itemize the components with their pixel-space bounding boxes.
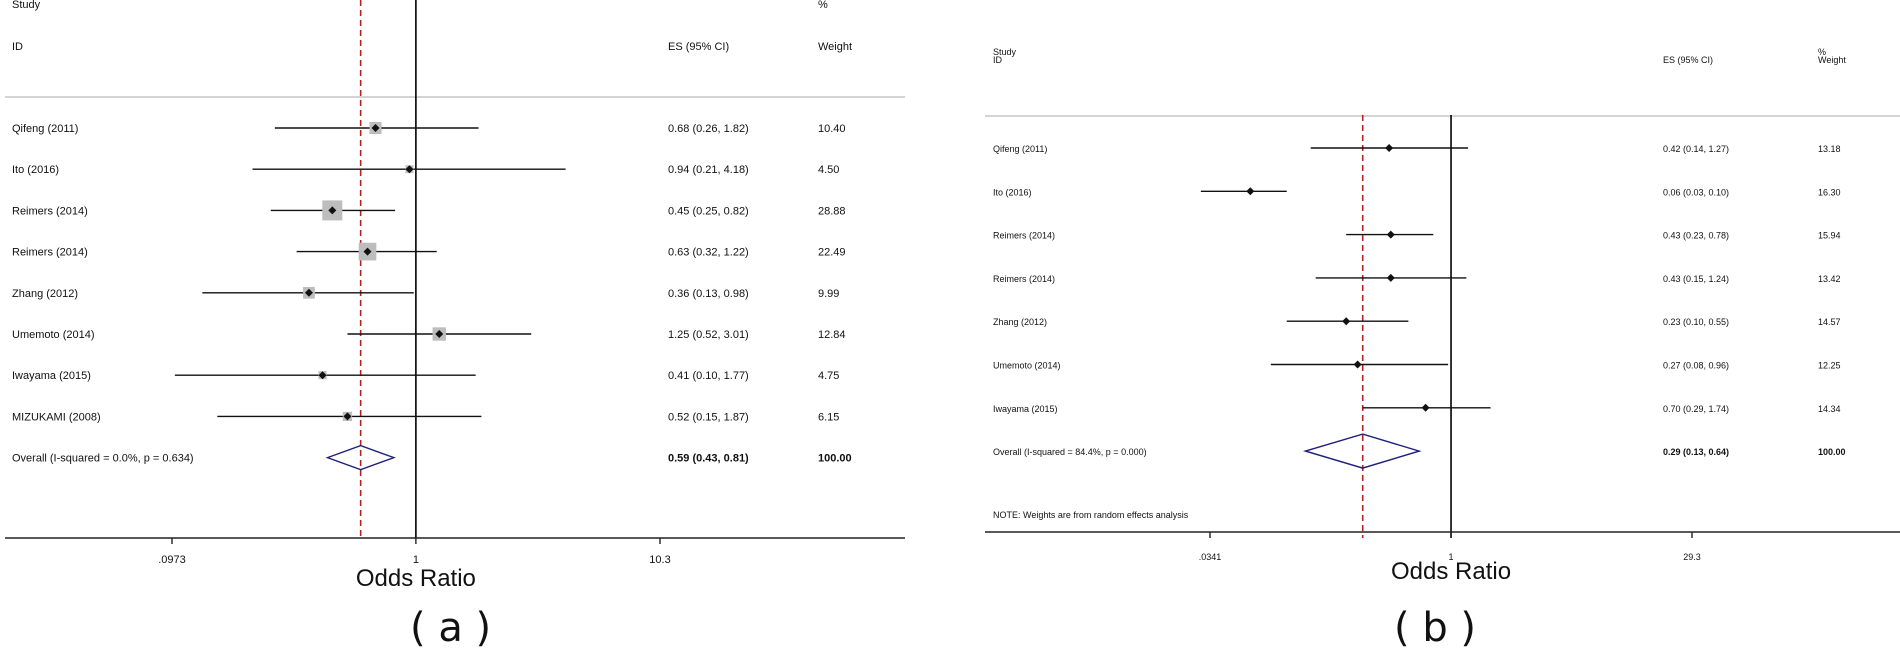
- x-tick-label: .0973: [158, 554, 186, 566]
- overall-es-ci: 0.59 (0.43, 0.81): [668, 453, 749, 465]
- point-estimate: [1385, 144, 1394, 152]
- weight-value: 14.57: [1818, 317, 1841, 327]
- point-estimate: [318, 371, 327, 380]
- weight-value: 15.94: [1818, 231, 1841, 241]
- panel-a-caption: ( a ): [410, 605, 492, 651]
- study-label: Reimers (2014): [12, 247, 88, 259]
- overall-label: Overall (I-squared = 84.4%, p = 0.000): [993, 447, 1147, 457]
- es-ci-value: 0.36 (0.13, 0.98): [668, 288, 749, 300]
- weight-value: 13.42: [1818, 274, 1841, 284]
- x-tick-label: 29.3: [1683, 552, 1701, 562]
- header-percent: %: [1818, 47, 1826, 57]
- point-estimate: [405, 165, 414, 174]
- weight-value: 12.25: [1818, 361, 1841, 371]
- overall-diamond: [1303, 433, 1422, 469]
- es-ci-value: 0.23 (0.10, 0.55): [1663, 317, 1729, 327]
- es-ci-value: 0.43 (0.15, 1.24): [1663, 274, 1729, 284]
- weight-value: 28.88: [818, 205, 846, 217]
- point-estimate: [1386, 273, 1395, 282]
- x-tick-label: 1: [1449, 552, 1454, 562]
- weight-value: 16.30: [1818, 187, 1841, 197]
- es-ci-value: 0.45 (0.25, 0.82): [668, 205, 749, 217]
- point-estimate: [371, 124, 380, 132]
- x-tick-label: 1: [413, 554, 419, 566]
- header-weight: Weight: [1818, 55, 1846, 65]
- es-ci-value: 0.41 (0.10, 1.77): [668, 370, 749, 382]
- point-estimate: [1342, 317, 1351, 326]
- weight-value: 14.34: [1818, 404, 1841, 414]
- study-label: Zhang (2012): [12, 288, 78, 300]
- panel-b-caption: ( b ): [1394, 605, 1477, 651]
- x-tick-label: 10.3: [649, 554, 670, 566]
- x-tick-label: .0341: [1199, 552, 1222, 562]
- overall-weight: 100.00: [1818, 447, 1846, 457]
- study-label: Reimers (2014): [12, 205, 88, 217]
- study-label: Zhang (2012): [993, 317, 1047, 327]
- study-label: Umemoto (2014): [12, 329, 95, 341]
- weight-value: 9.99: [818, 288, 839, 300]
- study-label: Reimers (2014): [993, 274, 1055, 284]
- es-ci-value: 0.06 (0.03, 0.10): [1663, 187, 1729, 197]
- point-estimate: [1246, 187, 1255, 196]
- overall-label: Overall (I-squared = 0.0%, p = 0.634): [12, 453, 194, 465]
- header-study: Study: [993, 47, 1017, 57]
- study-label: Ito (2016): [12, 164, 59, 176]
- weight-value: 22.49: [818, 247, 846, 259]
- header-id: ID: [993, 55, 1003, 65]
- weight-value: 6.15: [818, 411, 839, 423]
- study-label: MIZUKAMI (2008): [12, 411, 101, 423]
- es-ci-value: 0.52 (0.15, 1.87): [668, 411, 749, 423]
- point-estimate: [363, 247, 372, 256]
- header-study: Study: [12, 0, 41, 11]
- footnote: NOTE: Weights are from random effects an…: [993, 510, 1189, 520]
- es-ci-value: 0.63 (0.32, 1.22): [668, 247, 749, 259]
- header-id: ID: [12, 41, 23, 53]
- overall-es-ci: 0.29 (0.13, 0.64): [1663, 447, 1729, 457]
- point-estimate: [343, 412, 352, 421]
- study-label: Reimers (2014): [993, 231, 1055, 241]
- header-es: ES (95% CI): [1663, 55, 1713, 65]
- point-estimate: [1353, 360, 1362, 369]
- weight-value: 4.50: [818, 164, 839, 176]
- x-axis-label: Odds Ratio: [1391, 558, 1511, 585]
- study-label: Iwayama (2015): [12, 370, 91, 382]
- x-axis-label: Odds Ratio: [356, 565, 476, 592]
- study-label: Qifeng (2011): [993, 144, 1047, 154]
- study-label: Iwayama (2015): [993, 404, 1058, 414]
- es-ci-value: 0.42 (0.14, 1.27): [1663, 144, 1729, 154]
- es-ci-value: 0.68 (0.26, 1.82): [668, 123, 749, 135]
- point-estimate: [304, 288, 313, 297]
- study-label: Qifeng (2011): [12, 123, 78, 135]
- point-estimate: [328, 206, 337, 215]
- overall-diamond: [325, 444, 396, 471]
- forest-plot-a: Study ID ES (95% CI)% Weight Qifeng (2011) 0.…: [5, 0, 905, 592]
- weight-value: 4.75: [818, 370, 839, 382]
- es-ci-value: 0.94 (0.21, 4.18): [668, 164, 749, 176]
- header-weight: Weight: [818, 41, 852, 53]
- header-es: ES (95% CI): [668, 41, 729, 53]
- overall-weight: 100.00: [818, 453, 852, 465]
- point-estimate: [1421, 403, 1430, 412]
- weight-value: 13.18: [1818, 144, 1841, 154]
- point-estimate: [435, 330, 444, 338]
- study-label: Ito (2016): [993, 187, 1032, 197]
- point-estimate: [1386, 230, 1395, 239]
- es-ci-value: 0.70 (0.29, 1.74): [1663, 404, 1729, 414]
- study-label: Umemoto (2014): [993, 361, 1061, 371]
- es-ci-value: 1.25 (0.52, 3.01): [668, 329, 749, 341]
- es-ci-value: 0.43 (0.23, 0.78): [1663, 231, 1729, 241]
- es-ci-value: 0.27 (0.08, 0.96): [1663, 361, 1729, 371]
- header-percent: %: [818, 0, 828, 11]
- weight-value: 12.84: [818, 329, 846, 341]
- weight-value: 10.40: [818, 123, 846, 135]
